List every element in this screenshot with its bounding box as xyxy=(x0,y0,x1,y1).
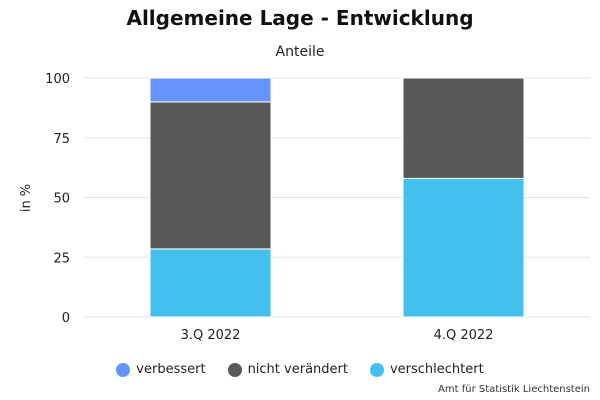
y-tick-label: 0 xyxy=(62,311,70,326)
x-tick-label: 4.Q 2022 xyxy=(434,328,494,343)
legend-label: nicht verändert xyxy=(247,362,348,377)
legend: verbessert nicht verändert verschlechtert xyxy=(0,362,600,377)
legend-item[interactable]: verschlechtert xyxy=(369,362,484,377)
chart-title: Allgemeine Lage - Entwicklung xyxy=(126,6,474,30)
bar-segment xyxy=(149,101,272,250)
y-axis-title: in % xyxy=(19,184,34,212)
legend-label: verbessert xyxy=(136,362,206,377)
y-tick-label: 100 xyxy=(45,72,70,87)
chart-subtitle: Anteile xyxy=(275,44,325,60)
legend-swatch xyxy=(369,362,384,377)
legend-swatch xyxy=(116,362,131,377)
x-tick-label: 3.Q 2022 xyxy=(181,328,241,343)
legend-swatch xyxy=(227,362,242,377)
bar-segment xyxy=(402,77,525,179)
y-tick-label: 50 xyxy=(53,192,70,207)
y-tick-label: 75 xyxy=(53,132,70,147)
x-tick-labels: 3.Q 2022 4.Q 2022 xyxy=(181,328,494,343)
legend-item[interactable]: verbessert xyxy=(116,362,206,377)
legend-label: verschlechtert xyxy=(389,362,484,377)
y-tick-labels: 0 25 50 75 100 xyxy=(45,72,70,326)
legend-item[interactable]: nicht verändert xyxy=(227,362,348,377)
y-tick-label: 25 xyxy=(53,251,70,266)
bar-segment xyxy=(402,177,525,318)
bar-segment xyxy=(149,248,272,318)
source-credit: Amt für Statistik Liechtenstein xyxy=(438,384,590,395)
bars xyxy=(149,77,525,318)
bar-segment xyxy=(149,77,272,103)
